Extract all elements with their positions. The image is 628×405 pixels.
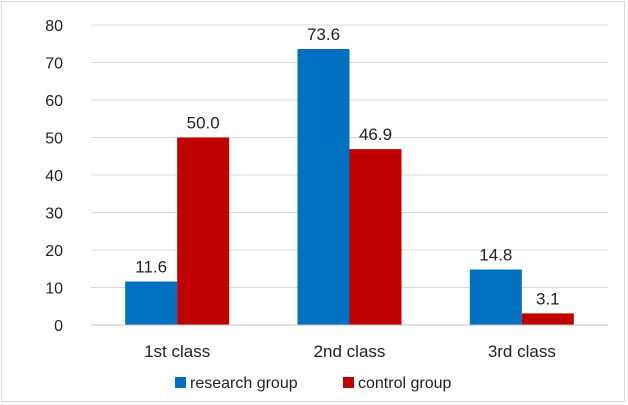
bar-research-group [469, 269, 522, 325]
y-tick-label: 70 [45, 56, 63, 73]
y-tick-label: 60 [45, 93, 63, 110]
legend-label: control group [358, 375, 451, 392]
y-tick-label: 0 [54, 318, 63, 335]
y-tick-label: 50 [45, 131, 63, 148]
data-label: 3.1 [536, 289, 560, 308]
legend-label: research group [190, 375, 298, 392]
bar-control-group [349, 149, 402, 325]
data-label: 73.6 [307, 25, 340, 44]
data-label: 14.8 [479, 246, 512, 265]
bar-control-group [177, 137, 230, 325]
legend-swatch [175, 377, 186, 388]
bar-control-group [521, 313, 574, 325]
legend-swatch [343, 377, 354, 388]
y-tick-label: 10 [45, 281, 63, 298]
y-tick-label: 80 [45, 18, 63, 35]
bar-research-group [125, 281, 178, 325]
data-label: 50.0 [187, 114, 220, 133]
y-tick-label: 30 [45, 206, 63, 223]
y-tick-label: 20 [45, 243, 63, 260]
y-tick-label: 40 [45, 168, 63, 185]
data-label: 11.6 [135, 258, 167, 277]
bar-research-group [297, 49, 350, 325]
x-tick-label: 2nd class [314, 342, 386, 361]
x-tick-label: 3rd class [488, 342, 556, 361]
x-tick-label: 1st class [144, 342, 210, 361]
data-label: 46.9 [359, 125, 392, 144]
